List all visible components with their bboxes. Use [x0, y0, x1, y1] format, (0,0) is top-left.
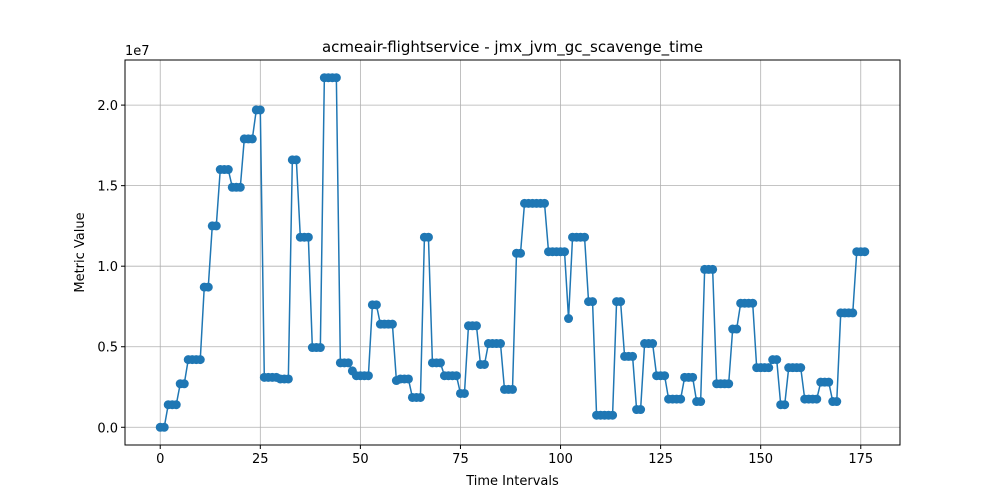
- data-point: [371, 300, 381, 310]
- data-point: [648, 339, 658, 349]
- data-point: [459, 388, 469, 398]
- data-point: [588, 297, 598, 307]
- data-point: [860, 247, 870, 257]
- data-point: [824, 377, 834, 387]
- y-tick-label: 1.5: [97, 180, 118, 195]
- data-point: [343, 358, 353, 368]
- data-point: [780, 400, 790, 410]
- x-tick-label: 50: [352, 452, 369, 467]
- x-tick-label: 25: [252, 452, 269, 467]
- x-tick-label: 100: [548, 452, 573, 467]
- data-point: [516, 248, 526, 258]
- data-point: [179, 379, 189, 389]
- data-point: [540, 198, 550, 208]
- data-point: [560, 247, 570, 257]
- data-point: [235, 182, 245, 192]
- data-point: [255, 105, 265, 115]
- x-axis-ticks: 0 25 50 75 100 125 150 175: [156, 445, 873, 467]
- x-tick-label: 175: [848, 452, 873, 467]
- data-point: [832, 397, 842, 407]
- y-tick-label: 0.0: [97, 421, 118, 436]
- data-point: [315, 343, 325, 353]
- data-point: [403, 374, 413, 384]
- x-tick-label: 0: [156, 452, 164, 467]
- data-point: [676, 394, 686, 404]
- y-axis-title: Metric Value: [73, 212, 88, 292]
- data-point: [508, 384, 517, 394]
- data-point: [608, 410, 618, 420]
- y-axis-multiplier: 1e7: [125, 44, 150, 59]
- x-tick-label: 150: [748, 452, 773, 467]
- data-point: [387, 319, 397, 329]
- data-point: [796, 363, 806, 373]
- data-point: [580, 232, 590, 242]
- data-point: [451, 371, 461, 381]
- data-point: [203, 282, 213, 292]
- data-point: [748, 298, 758, 308]
- data-point: [764, 363, 774, 373]
- data-point: [331, 73, 341, 83]
- data-point: [696, 397, 706, 407]
- data-point: [171, 400, 181, 410]
- data-point: [247, 134, 257, 144]
- data-point: [211, 221, 221, 231]
- x-axis-title: Time Intervals: [465, 474, 559, 489]
- data-point: [495, 339, 505, 349]
- data-point: [283, 374, 293, 384]
- data-point: [223, 165, 233, 175]
- data-point: [471, 321, 481, 331]
- y-tick-label: 0.5: [97, 341, 118, 356]
- series-layer: [155, 73, 870, 432]
- data-point: [564, 314, 574, 324]
- x-tick-label: 125: [648, 452, 673, 467]
- data-point: [848, 308, 858, 318]
- data-point: [688, 372, 698, 382]
- data-point: [616, 297, 626, 307]
- y-axis-ticks: 0.0 0.5 1.0 1.5 2.0: [97, 99, 125, 436]
- data-point: [415, 392, 425, 402]
- plot-frame: [124, 59, 901, 446]
- data-point: [708, 264, 718, 274]
- data-point: [628, 351, 638, 361]
- data-point: [479, 359, 489, 369]
- data-point: [732, 324, 742, 334]
- data-point: [363, 371, 373, 381]
- data-point: [636, 405, 646, 415]
- data-point: [195, 355, 205, 365]
- chart-title: acmeair-flightservice - jmx_jvm_gc_scave…: [322, 38, 703, 57]
- x-tick-label: 75: [452, 452, 469, 467]
- data-point: [812, 394, 822, 404]
- data-point: [159, 422, 169, 432]
- data-point: [772, 355, 782, 365]
- data-point: [660, 371, 670, 381]
- y-tick-label: 2.0: [97, 99, 118, 114]
- data-point: [423, 232, 433, 242]
- data-point: [291, 155, 301, 165]
- y-tick-label: 1.0: [97, 260, 118, 275]
- data-point: [724, 379, 734, 389]
- data-point: [435, 358, 445, 368]
- data-point: [303, 232, 313, 242]
